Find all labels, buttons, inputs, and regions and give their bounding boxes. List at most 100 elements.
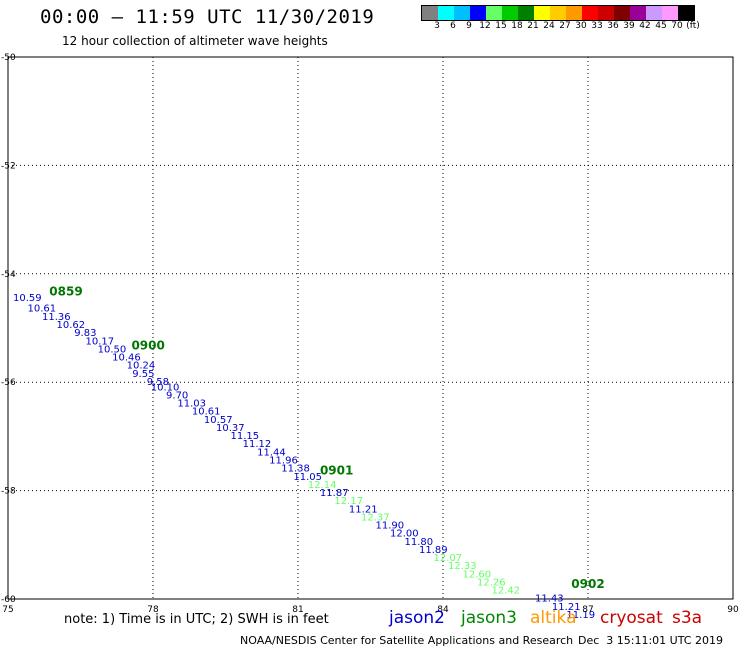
wave-height-point: 10.61 (28, 304, 57, 315)
colorbar-label: 24 (543, 21, 555, 31)
wave-height-point: 11.43 (535, 594, 564, 605)
colorbar-label: 27 (559, 21, 571, 31)
wave-height-point: 11.21 (552, 602, 581, 613)
x-tick-label: 90 (727, 605, 739, 615)
colorbar-label: 70 (671, 21, 683, 31)
colorbar-swatch (678, 6, 694, 20)
colorbar-label: 9 (466, 21, 472, 31)
legend-cryosat: cryosat (600, 608, 663, 628)
wave-height-point: 11.96 (269, 456, 298, 467)
time-label: 0902 (571, 577, 604, 591)
wave-height-point: 12.42 (492, 586, 521, 597)
wave-height-point: 11.21 (349, 504, 378, 515)
colorbar-swatch (534, 6, 550, 20)
colorbar-label: 36 (607, 21, 619, 31)
colorbar-label: 21 (527, 21, 539, 31)
colorbar-swatch (486, 6, 502, 20)
colorbar-label: 30 (575, 21, 587, 31)
wave-height-point: 10.59 (13, 293, 42, 304)
colorbar-swatch (646, 6, 662, 20)
colorbar-swatch (662, 6, 678, 20)
wave-height-point: 11.19 (566, 610, 595, 621)
wave-height-point: 11.38 (281, 464, 310, 475)
colorbar-label: 6 (450, 21, 456, 31)
wave-height-point: 11.80 (405, 537, 434, 548)
wave-height-point: 11.44 (257, 447, 286, 458)
y-tick-label: -56 (1, 378, 16, 388)
colorbar-swatch (438, 6, 454, 20)
time-label: 0859 (49, 284, 82, 298)
wave-height-point: 10.62 (57, 320, 86, 331)
chart-subtitle: 12 hour collection of altimeter wave hei… (62, 34, 328, 48)
colorbar-label: 33 (591, 21, 603, 31)
colorbar-label: 15 (495, 21, 507, 31)
wave-height-point: 12.33 (448, 561, 477, 572)
legend-s3a: s3a (672, 608, 703, 628)
wave-height-point: 11.89 (419, 545, 448, 556)
legend-jason3: jason3 (461, 608, 517, 628)
wave-height-point: 12.00 (390, 529, 419, 540)
wave-height-point: 11.90 (376, 521, 405, 532)
wave-height-point: 12.37 (361, 512, 390, 523)
wave-height-point: 12.14 (308, 480, 337, 491)
legend-jason2: jason2 (389, 608, 445, 628)
colorbar-swatch (566, 6, 582, 20)
x-tick-label: 81 (292, 605, 303, 615)
wave-height-point: 11.12 (243, 439, 272, 450)
wave-height-point: 12.26 (477, 577, 506, 588)
y-tick-label: -52 (1, 161, 16, 171)
wave-height-point: 9.58 (147, 377, 169, 388)
colorbar-label: (ft) (686, 21, 700, 31)
colorbar-swatch (582, 6, 598, 20)
wave-height-point: 9.55 (132, 369, 154, 380)
wave-height-point: 10.17 (86, 336, 115, 347)
colorbar-swatch (422, 6, 438, 20)
chart-title: 00:00 – 11:59 UTC 11/30/2019 (40, 6, 375, 28)
colorbar-label: 18 (511, 21, 523, 31)
wave-height-point: 11.03 (177, 399, 206, 410)
colorbar-swatch (470, 6, 486, 20)
time-label: 0901 (320, 463, 353, 477)
colorbar-label: 42 (639, 21, 651, 31)
colorbar-swatch (614, 6, 630, 20)
wave-height-point: 9.70 (166, 390, 188, 401)
colorbar-label: 12 (479, 21, 491, 31)
colorbar-label: 39 (623, 21, 635, 31)
y-tick-label: -58 (1, 487, 16, 497)
legend-altika: altika (530, 608, 577, 628)
wave-height-point: 10.37 (216, 423, 245, 434)
wave-height-point: 12.07 (434, 553, 463, 564)
x-tick-label: 75 (2, 605, 13, 615)
plot-frame (7, 56, 734, 600)
colorbar-swatch (502, 6, 518, 20)
wave-height-point: 10.10 (151, 382, 180, 393)
generated-timestamp: Dec 3 15:11:01 UTC 2019 (578, 634, 723, 647)
wave-height-point: 12.17 (334, 496, 363, 507)
wave-height-point: 10.61 (192, 407, 221, 418)
x-tick-label: 87 (582, 605, 593, 615)
colorbar-swatch (630, 6, 646, 20)
colorbar-swatch (550, 6, 566, 20)
time-label: 0900 (131, 339, 164, 353)
colorbar-label: 3 (434, 21, 440, 31)
colorbar-swatch (454, 6, 470, 20)
colorbar (421, 5, 695, 21)
colorbar-label: 45 (655, 21, 667, 31)
wave-height-point: 11.87 (320, 488, 349, 499)
y-tick-label: -50 (1, 53, 16, 63)
y-tick-label: -60 (1, 595, 16, 605)
wave-height-point: 10.24 (127, 361, 156, 372)
wave-height-point: 10.50 (98, 344, 127, 355)
colorbar-swatch (518, 6, 534, 20)
wave-height-point: 11.36 (42, 312, 71, 323)
x-tick-label: 78 (147, 605, 159, 615)
wave-height-point: 11.15 (231, 431, 260, 442)
wave-height-point: 11.05 (293, 472, 322, 483)
footer-note: note: 1) Time is in UTC; 2) SWH is in fe… (64, 612, 329, 627)
wave-height-point: 9.83 (74, 328, 96, 339)
colorbar-swatch (598, 6, 614, 20)
y-tick-label: -54 (1, 270, 16, 280)
x-tick-label: 84 (437, 605, 449, 615)
wave-height-point: 10.46 (112, 353, 141, 364)
